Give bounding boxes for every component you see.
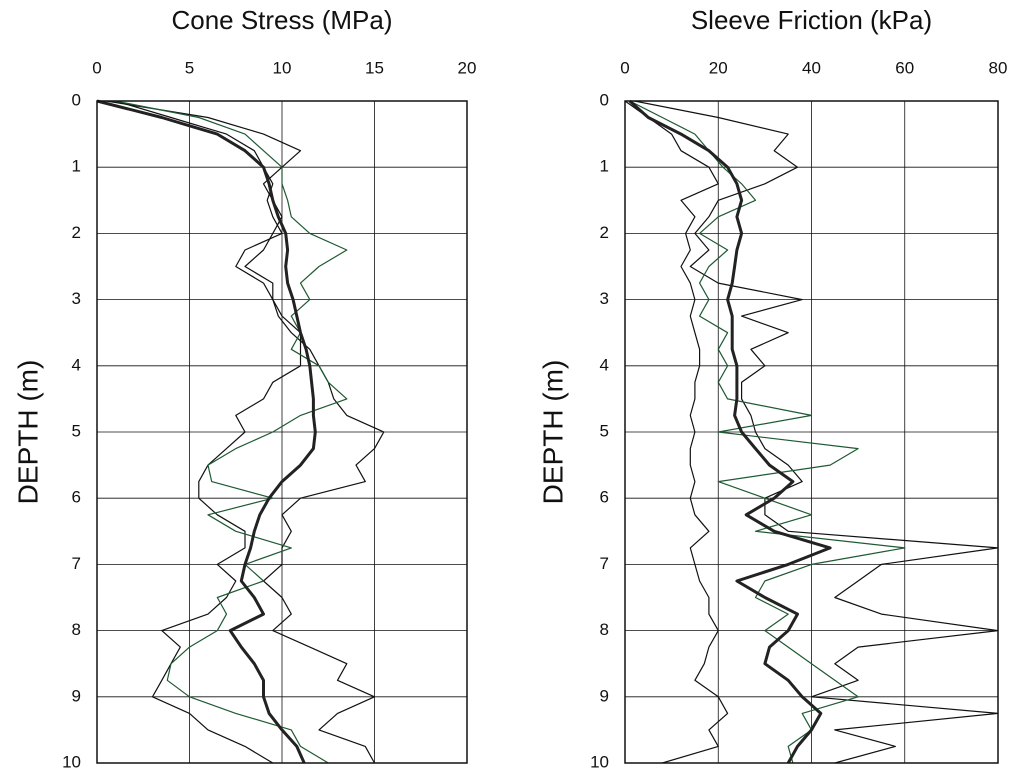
y-tick-label: 5 [72, 421, 81, 440]
series-line [106, 100, 385, 764]
y-tick-label: 3 [600, 289, 609, 308]
y-tick-label: 10 [590, 752, 609, 771]
x-tick-label: 20 [709, 58, 728, 77]
y-tick-label: 6 [72, 488, 81, 507]
y-tick-label: 8 [72, 620, 81, 639]
x-tick-label: 20 [458, 58, 477, 77]
series-line [634, 100, 999, 764]
x-tick-label: 10 [273, 58, 292, 77]
series-line [115, 100, 348, 764]
x-tick-label: 80 [989, 58, 1008, 77]
plot-frame [96, 100, 468, 764]
y-tick-label: 9 [600, 686, 609, 705]
series-line [115, 100, 302, 764]
series-line [629, 100, 906, 764]
y-tick-label: 7 [72, 554, 81, 573]
y-tick-label: 7 [600, 554, 609, 573]
y-tick-label: 0 [72, 90, 81, 109]
y-tick-label: 2 [600, 223, 609, 242]
plot-frame [624, 100, 999, 764]
y-tick-label: 4 [600, 355, 609, 374]
series-line [96, 99, 317, 764]
series-line [628, 99, 832, 764]
y-tick-label: 5 [600, 421, 609, 440]
x-tick-label: 0 [620, 58, 629, 77]
y-tick-label: 6 [600, 488, 609, 507]
y-tick-label: 9 [72, 686, 81, 705]
x-tick-label: 60 [895, 58, 914, 77]
y-tick-label: 10 [62, 752, 81, 771]
y-tick-label: 8 [600, 620, 609, 639]
x-tick-label: 0 [92, 58, 101, 77]
y-axis-label: DEPTH (m) [12, 360, 43, 505]
x-tick-label: 40 [802, 58, 821, 77]
y-tick-label: 2 [72, 223, 81, 242]
y-tick-label: 4 [72, 355, 81, 374]
chart-title: Sleeve Friction (kPa) [691, 5, 932, 35]
y-tick-label: 3 [72, 289, 81, 308]
series-line [624, 100, 729, 764]
chart-title: Cone Stress (MPa) [171, 5, 392, 35]
y-tick-label: 0 [600, 90, 609, 109]
y-axis-label: DEPTH (m) [537, 360, 568, 505]
x-tick-label: 5 [185, 58, 194, 77]
y-tick-label: 1 [600, 157, 609, 176]
y-tick-label: 1 [72, 157, 81, 176]
x-tick-label: 15 [365, 58, 384, 77]
